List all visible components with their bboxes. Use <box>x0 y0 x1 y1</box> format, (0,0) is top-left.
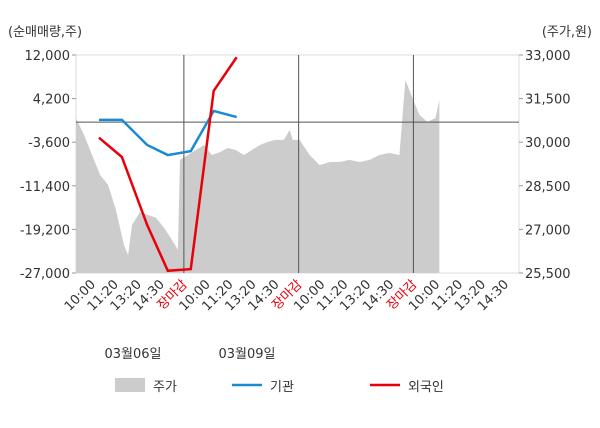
y2-axis-title: (주가,원) <box>542 25 592 40</box>
y2-tick-label: 28,500 <box>525 180 571 195</box>
y-tick-label: -11,400 <box>20 180 70 195</box>
y2-tick-label: 33,000 <box>525 49 571 64</box>
y-tick-label: 4,200 <box>33 93 70 108</box>
legend-label: 외국인 <box>408 380 444 395</box>
y-tick-label: -27,000 <box>20 267 70 282</box>
y2-tick-label: 25,500 <box>525 267 571 282</box>
price-area <box>76 79 440 273</box>
legend-item: 외국인 <box>370 380 444 395</box>
legend-item: 기관 <box>232 380 294 395</box>
y2-tick-label: 31,500 <box>525 93 571 108</box>
legend-label: 기관 <box>270 380 294 395</box>
series-line <box>98 56 238 273</box>
y-tick-label: -3,600 <box>28 136 70 151</box>
y-axis-title: (순매매량,주) <box>8 25 82 40</box>
series-line <box>98 109 237 157</box>
y-tick-label: -19,200 <box>20 223 70 238</box>
date-label: 03월09일 <box>218 347 275 362</box>
legend-item: 주가 <box>115 378 177 395</box>
legend-swatch <box>115 378 145 392</box>
legend-label: 주가 <box>153 380 177 395</box>
y-tick-label: 12,000 <box>25 49 71 64</box>
y2-tick-label: 30,000 <box>525 136 571 151</box>
date-label: 03월06일 <box>104 347 161 362</box>
y2-tick-label: 27,000 <box>525 223 571 238</box>
